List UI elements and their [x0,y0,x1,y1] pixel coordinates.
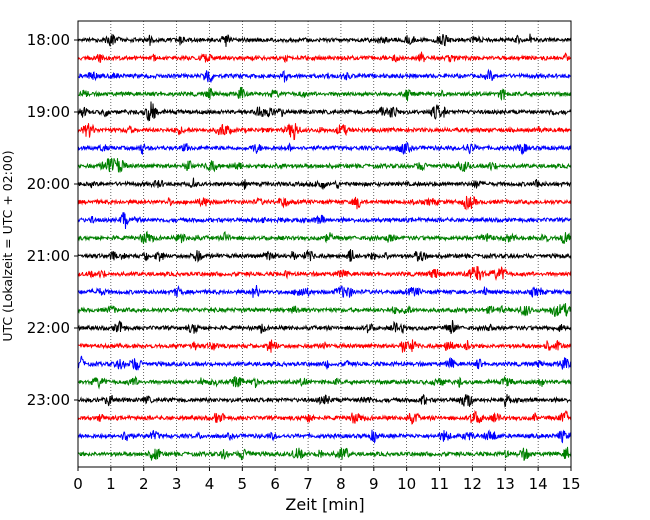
y-axis-ticks: 18:00 19:00 20:00 21:00 22:00 23:00 [27,31,78,409]
trace-line [77,68,572,83]
trace-line [77,429,572,444]
y-axis-label: UTC (Lokalzeit = UTC + 02:00) [0,150,15,341]
y-tick-label: 19:00 [27,103,70,121]
x-tick-label: 10 [397,475,416,493]
x-tick-label: 7 [303,475,313,493]
x-tick-label: 12 [463,475,482,493]
x-tick-label: 5 [238,475,248,493]
x-tick-label: 9 [369,475,379,493]
x-tick-label: 13 [496,475,515,493]
y-tick-label: 18:00 [27,31,70,49]
trace-line [77,230,572,245]
x-axis-ticks: 0 1 2 3 4 5 6 7 8 9 10 11 12 13 14 15 [73,467,581,493]
trace-line [77,33,572,47]
trace-line [77,249,572,263]
trace-line [77,284,572,298]
trace-line [77,177,572,190]
vertical-gridlines [110,21,539,467]
x-tick-label: 3 [172,475,182,493]
x-tick-label: 4 [205,475,215,493]
x-tick-label: 2 [139,475,149,493]
trace-line [77,393,572,408]
x-tick-label: 15 [561,475,580,493]
x-axis-label: Zeit [min] [285,495,364,514]
plot-frame [77,20,572,468]
y-tick-label: 22:00 [27,319,70,337]
trace-line [77,446,572,461]
trace-line [77,51,571,64]
seismic-traces [77,33,572,461]
x-tick-label: 11 [430,475,449,493]
trace-line [77,320,572,335]
trace-line [77,409,572,425]
trace-line [77,142,572,156]
y-tick-label: 21:00 [27,247,70,265]
trace-line [77,123,572,141]
trace-line [77,375,572,390]
trace-line [77,101,572,122]
x-tick-label: 0 [73,475,83,493]
x-tick-label: 1 [106,475,116,493]
x-tick-label: 8 [336,475,346,493]
trace-line [77,355,572,371]
trace-line [78,265,572,282]
trace-line [77,157,572,173]
trace-line [77,195,572,211]
trace-line [77,303,572,317]
x-tick-label: 6 [270,475,280,493]
trace-line [77,212,572,230]
y-tick-label: 23:00 [27,391,70,409]
trace-line [77,339,572,353]
x-tick-label: 14 [529,475,548,493]
trace-line [77,86,572,102]
y-tick-label: 20:00 [27,175,70,193]
